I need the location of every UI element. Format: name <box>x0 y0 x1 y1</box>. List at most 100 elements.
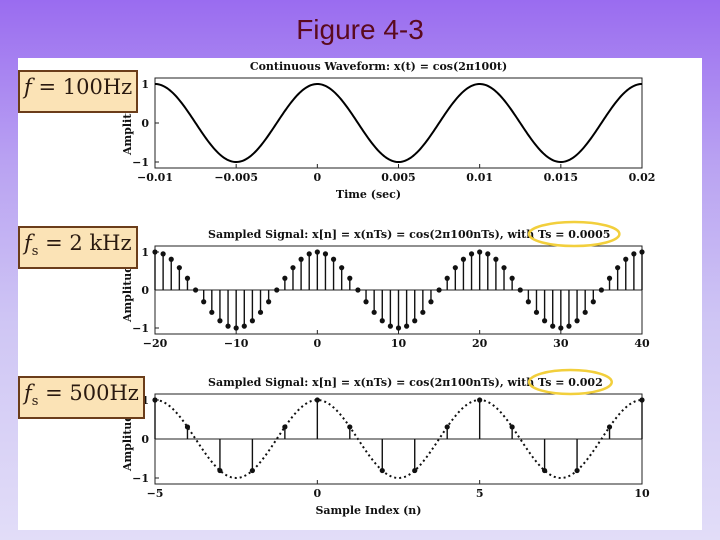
stem-marker <box>509 424 515 430</box>
chart-3: −5 0 5 10 −1 0 1 Amplitude Sample Index (n) Sampl… <box>121 368 650 517</box>
stem-marker <box>542 467 548 474</box>
stem-marker <box>347 275 353 281</box>
stem-marker <box>241 323 247 329</box>
freq-subscript: s <box>31 244 39 260</box>
x-tick-label: 10 <box>391 337 407 350</box>
stem-marker <box>209 309 215 315</box>
stem-marker <box>631 251 637 257</box>
stem-marker <box>168 256 174 262</box>
stem-marker <box>387 323 393 329</box>
stem-marker <box>412 467 418 474</box>
stem-marker <box>550 323 556 329</box>
stem-marker <box>452 265 458 271</box>
chart-title-ts: Ts = 0.0005 <box>538 228 610 241</box>
x-tick-label: 40 <box>634 337 650 350</box>
freq-subscript: s <box>31 394 39 410</box>
x-tick-label: 0.02 <box>629 171 656 184</box>
y-tick-label: −1 <box>132 322 149 335</box>
stem-marker <box>282 424 288 430</box>
stem-marker <box>266 299 272 305</box>
stem-marker <box>623 256 629 262</box>
stem-marker <box>306 251 312 257</box>
stem-marker <box>176 265 182 271</box>
freq-symbol: f <box>24 381 32 405</box>
stem-marker <box>460 256 467 262</box>
stem-marker <box>477 249 483 255</box>
x-tick-label: −10 <box>224 337 249 350</box>
x-tick-label: 5 <box>476 487 484 500</box>
y-tick-label: −1 <box>132 156 149 169</box>
freq-value: = 500Hz <box>45 381 139 405</box>
stem-marker <box>282 275 288 281</box>
stem-marker <box>542 318 548 324</box>
stem-marker <box>322 251 329 257</box>
stem-marker <box>566 323 572 329</box>
y-tick-label: 1 <box>141 246 149 259</box>
stem-marker <box>233 325 239 331</box>
y-tick-label: 1 <box>141 394 149 407</box>
stem-marker <box>371 309 377 315</box>
stem-marker <box>533 309 540 315</box>
x-tick-label: −5 <box>147 487 164 500</box>
stem-marker <box>477 397 483 403</box>
stem-marker <box>615 265 621 271</box>
freq-label-500hz: fs = 500Hz <box>18 376 145 420</box>
stem-marker <box>201 299 207 305</box>
stem-marker <box>363 299 369 305</box>
x-tick-label: 0.01 <box>466 171 493 184</box>
stem-marker <box>298 256 304 262</box>
x-axis-label: Time (sec) <box>336 188 401 201</box>
stem-marker <box>574 318 580 324</box>
stem-marker <box>274 287 280 293</box>
stem-marker <box>493 256 499 262</box>
stem-marker <box>379 318 385 324</box>
stem-marker <box>192 287 199 293</box>
x-tick-label: −20 <box>143 337 168 350</box>
stem-marker <box>257 309 264 315</box>
freq-label-2khz: fs = 2 kHz <box>18 226 138 270</box>
x-tick-label: 10 <box>634 487 650 500</box>
stem-marker <box>639 397 645 403</box>
stem-marker <box>217 318 223 324</box>
stem-marker <box>395 325 402 331</box>
stem-marker <box>355 287 361 293</box>
freq-symbol: f <box>24 75 32 99</box>
stem-marker <box>314 397 320 403</box>
envelope-dashed <box>154 398 643 480</box>
x-tick-label: 0 <box>314 171 322 184</box>
stem-marker <box>501 265 507 271</box>
stem-marker <box>330 256 337 262</box>
stem-marker <box>379 467 385 474</box>
chart-1: −0.01 −0.005 0 0.005 0.01 0.015 0.02−101Amplit… <box>121 60 655 201</box>
stem-marker <box>558 325 564 331</box>
stem-marker <box>249 467 255 474</box>
x-axis-label: Sample Index (n) <box>315 504 421 517</box>
stem-marker <box>606 275 613 281</box>
x-tick-label: 0.005 <box>381 171 415 184</box>
ts-highlight-ellipse <box>527 220 621 248</box>
stem-marker <box>428 299 434 305</box>
x-tick-label: 0 <box>314 487 322 500</box>
stem-marker <box>639 249 645 255</box>
stem-marker <box>412 318 418 324</box>
stem-marker <box>436 287 442 293</box>
freq-symbol: f <box>24 231 32 255</box>
freq-value: = 100Hz <box>38 75 133 99</box>
chart-title-ts: Ts = 0.002 <box>538 376 603 389</box>
x-tick-label: 0.015 <box>544 171 578 184</box>
y-tick-label: 0 <box>141 117 149 130</box>
stem-marker <box>517 287 523 293</box>
stem-marker <box>468 251 475 257</box>
freq-value: = 2 kHz <box>45 231 132 255</box>
x-tick-label: 30 <box>553 337 569 350</box>
x-tick-label: 0 <box>314 337 322 350</box>
stem-marker <box>444 275 450 281</box>
figure-svg: −0.01 −0.005 0 0.005 0.01 0.015 0.02−101Amplit… <box>121 60 655 517</box>
stem-marker <box>160 251 166 257</box>
figure-panel: −0.01 −0.005 0 0.005 0.01 0.015 0.02 −1 0 1 Amplit… <box>18 58 702 530</box>
y-axis-label: Amplitude <box>121 407 134 472</box>
stem-marker <box>347 424 353 430</box>
stem-marker <box>152 397 158 403</box>
slide-title: Figure 4-3 <box>296 14 424 45</box>
y-tick-label: −1 <box>132 472 149 485</box>
